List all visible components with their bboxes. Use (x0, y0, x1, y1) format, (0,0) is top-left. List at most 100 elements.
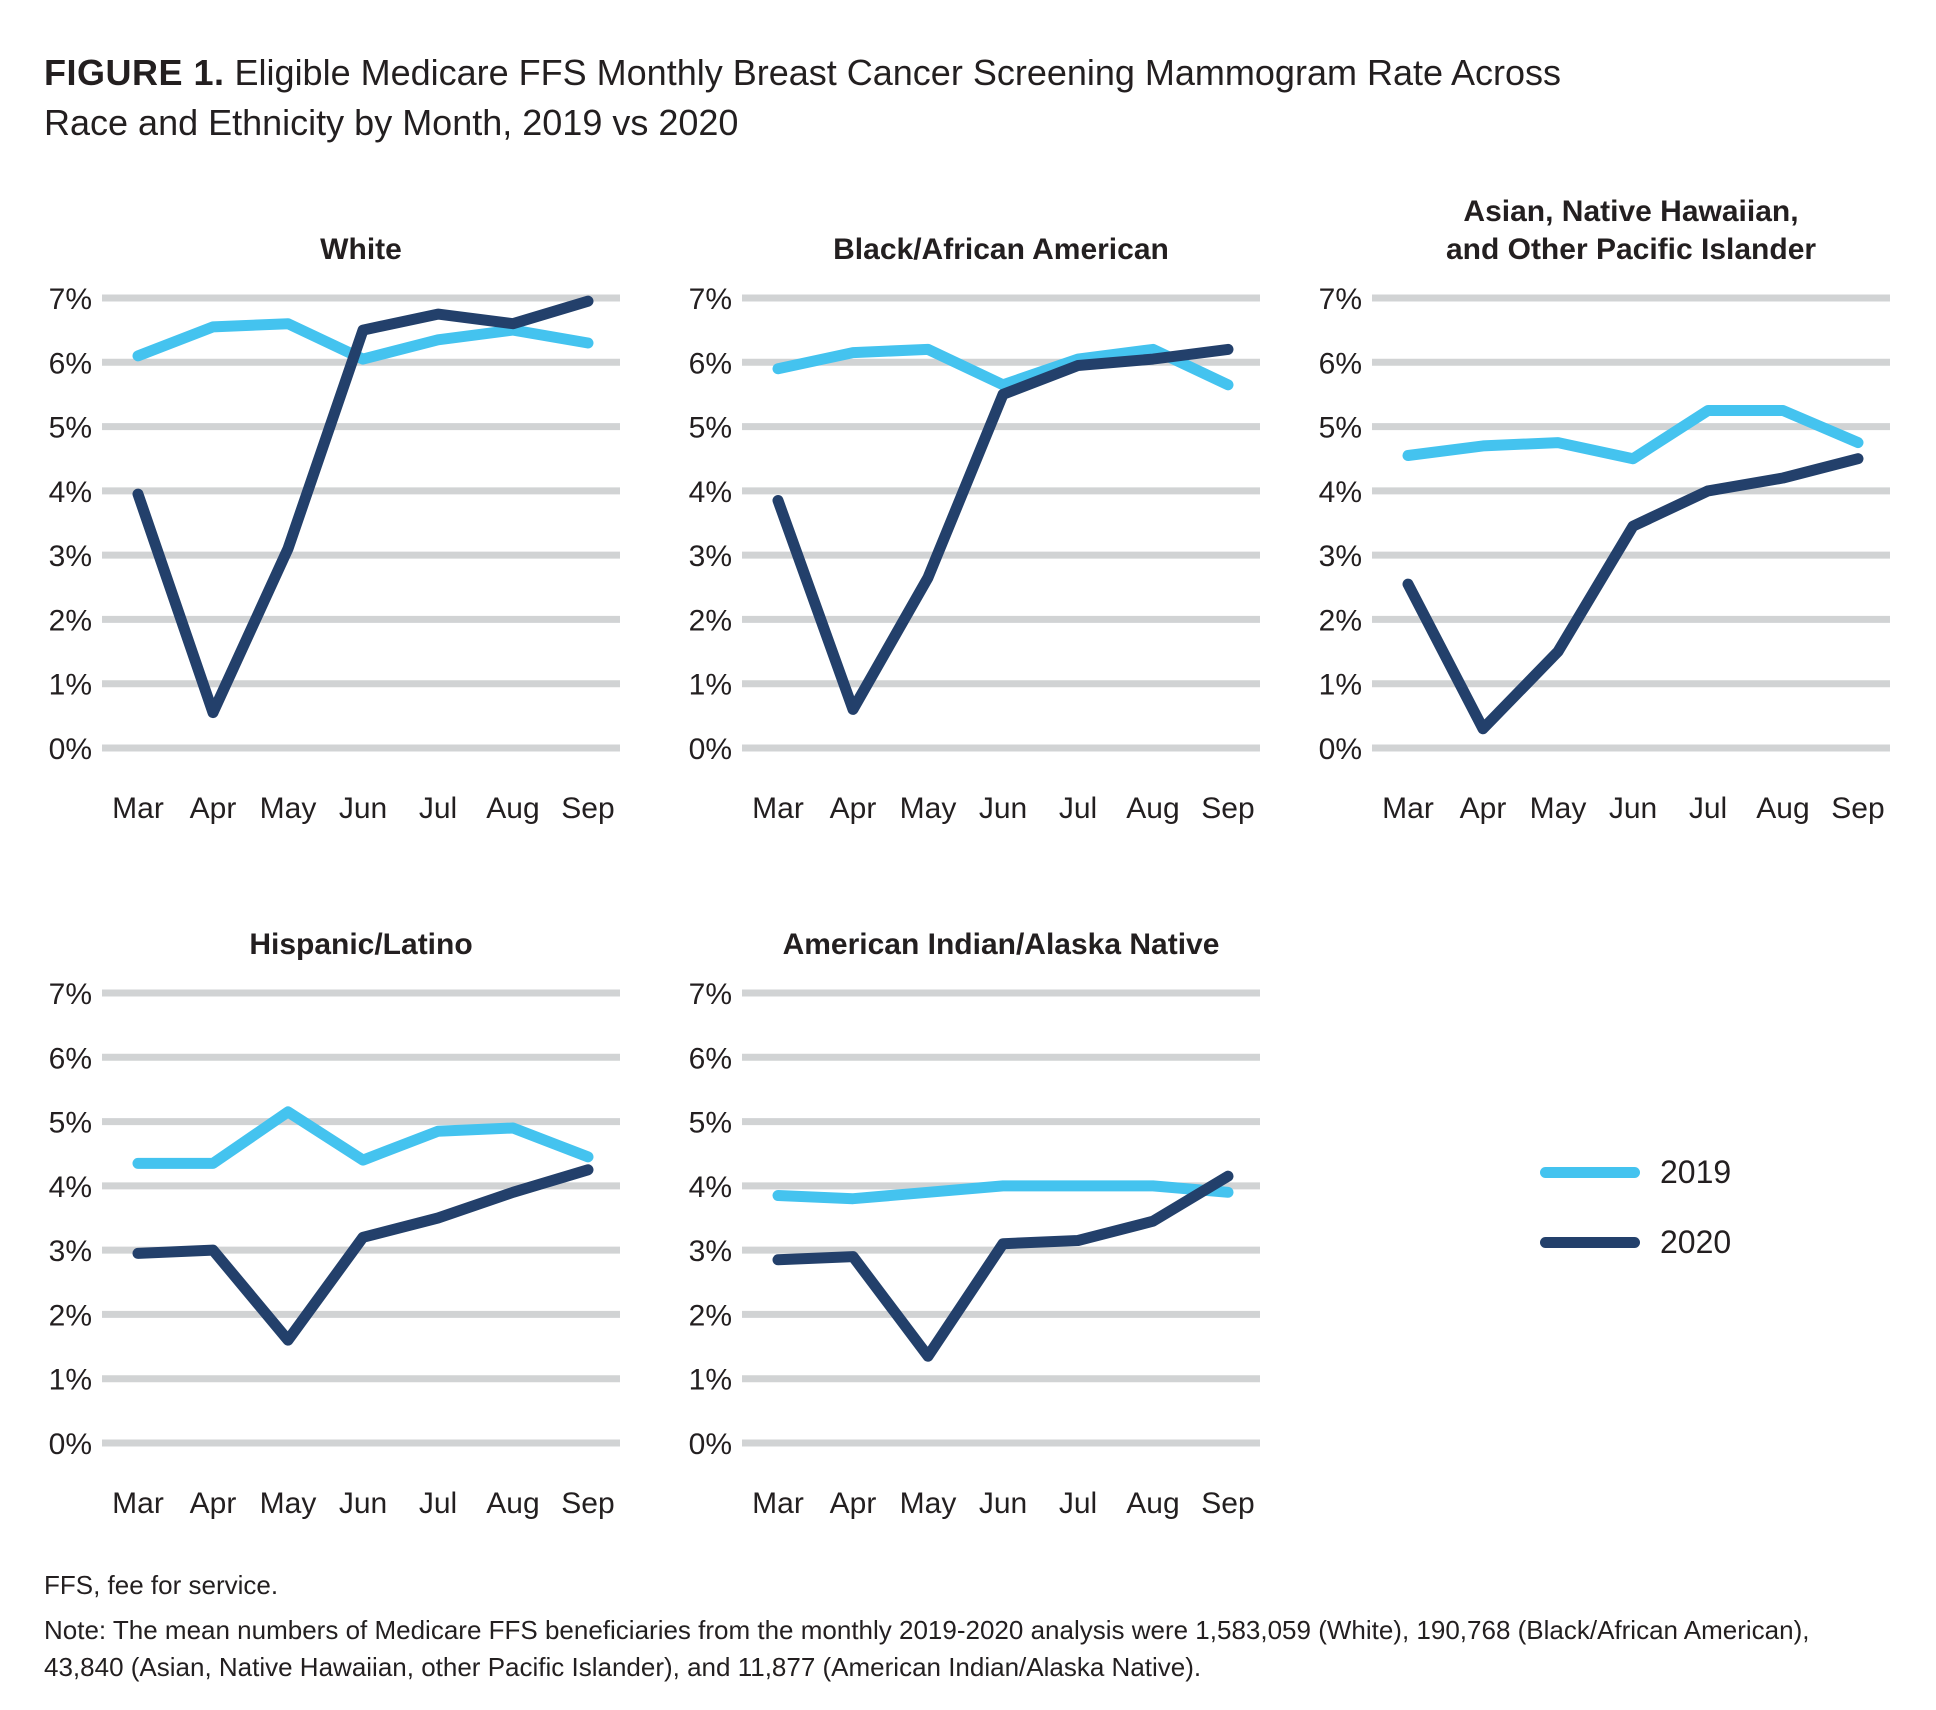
svg-text:Mar: Mar (112, 792, 164, 825)
x-axis-labels: Mar Apr May Jun Jul Aug Sep (752, 792, 1255, 825)
svg-text:2%: 2% (1319, 604, 1362, 637)
svg-text:Aug: Aug (486, 792, 539, 825)
chart-american-indian-alaska-native: American Indian/Alaska Native 0% 1% 2% 3% 4%… (680, 885, 1276, 1538)
chart-white-title: White (320, 232, 402, 266)
svg-text:5%: 5% (49, 1107, 92, 1140)
legend-2020-label: 2020 (1660, 1223, 1732, 1260)
svg-text:6%: 6% (1319, 347, 1362, 380)
svg-text:Mar: Mar (752, 792, 804, 825)
data-series (772, 343, 1234, 715)
svg-text:5%: 5% (1319, 412, 1362, 445)
svg-text:Mar: Mar (112, 1487, 164, 1520)
x-axis-labels: Mar Apr May Jun Jul Aug Sep (112, 792, 615, 825)
line-chart-svg: 0% 1% 2% 3% 4% 5% 6% 7% Mar Apr May Jun Jul Aug Sep (689, 978, 1260, 1520)
series-2020-line (1402, 453, 1864, 735)
series-2019-line (132, 318, 594, 365)
chart-black-african-american: Black/African American 0% 1% 2% 3% 4% 5% 6% 7% M… (680, 190, 1276, 843)
svg-text:3%: 3% (1319, 540, 1362, 573)
legend-2020-line-swatch (1540, 1236, 1640, 1248)
svg-text:1%: 1% (49, 669, 92, 702)
y-axis-labels: 0% 1% 2% 3% 4% 5% 6% 7% (689, 978, 732, 1461)
svg-text:Sep: Sep (561, 1487, 614, 1520)
line-chart-svg: 0% 1% 2% 3% 4% 5% 6% 7% Mar Apr May Jun Jul Aug Sep (1319, 283, 1890, 825)
y-axis-labels: 0% 1% 2% 3% 4% 5% 6% 7% (689, 283, 732, 766)
x-axis-labels: Mar Apr May Jun Jul Aug Sep (112, 1487, 615, 1520)
svg-text:2%: 2% (49, 604, 92, 637)
series-2020-line (772, 1170, 1234, 1362)
svg-text:Mar: Mar (752, 1487, 804, 1520)
y-axis-labels: 0% 1% 2% 3% 4% 5% 6% 7% (1319, 283, 1362, 766)
svg-text:Jun: Jun (339, 1487, 387, 1520)
svg-text:6%: 6% (689, 1042, 732, 1075)
y-axis-labels: 0% 1% 2% 3% 4% 5% 6% 7% (49, 978, 92, 1461)
series-2020-line (772, 343, 1234, 715)
chart-american-indian-alaska-native-title: American Indian/Alaska Native (782, 927, 1220, 961)
svg-text:May: May (1530, 792, 1587, 825)
legend-item-2020: 2020 (1540, 1220, 1731, 1264)
svg-text:May: May (900, 792, 957, 825)
svg-text:5%: 5% (689, 412, 732, 445)
svg-text:6%: 6% (689, 347, 732, 380)
gridlines (742, 294, 1260, 752)
chart-asian-nhopi-plot: 0% 1% 2% 3% 4% 5% 6% 7% Mar Apr May Jun Jul Aug Sep (1310, 278, 1906, 843)
svg-text:4%: 4% (689, 1171, 732, 1204)
svg-text:0%: 0% (689, 1428, 732, 1461)
line-chart-svg: 0% 1% 2% 3% 4% 5% 6% 7% Mar Apr May Jun Jul Aug Sep (689, 283, 1260, 825)
svg-text:7%: 7% (689, 978, 732, 1011)
svg-text:4%: 4% (49, 476, 92, 509)
svg-text:4%: 4% (49, 1171, 92, 1204)
footnote-abbreviation: FFS, fee for service. (44, 1570, 279, 1600)
chart-hispanic-latino: Hispanic/Latino 0% 1% 2% 3% 4% 5% 6% 7% Mar Apr Ma… (40, 885, 636, 1538)
svg-text:7%: 7% (49, 283, 92, 316)
svg-text:Jul: Jul (419, 1487, 457, 1520)
series-2020-line (132, 1164, 594, 1346)
svg-text:Jun: Jun (1609, 792, 1657, 825)
svg-text:May: May (260, 1487, 317, 1520)
svg-text:May: May (900, 1487, 957, 1520)
svg-text:Jun: Jun (979, 792, 1027, 825)
svg-text:7%: 7% (49, 978, 92, 1011)
svg-text:3%: 3% (49, 1235, 92, 1268)
svg-text:Apr: Apr (1460, 792, 1507, 825)
svg-text:0%: 0% (1319, 733, 1362, 766)
gridlines (102, 294, 620, 752)
svg-text:Aug: Aug (486, 1487, 539, 1520)
svg-text:3%: 3% (689, 1235, 732, 1268)
svg-text:5%: 5% (689, 1107, 732, 1140)
chart-hispanic-latino-plot: 0% 1% 2% 3% 4% 5% 6% 7% Mar Apr May Jun Jul Aug Sep (40, 973, 636, 1538)
svg-text:2%: 2% (49, 1299, 92, 1332)
legend-2019-label: 2019 (1660, 1153, 1732, 1190)
figure-title: FIGURE 1. Eligible Medicare FFS Monthly … (44, 48, 1624, 147)
footnote-note: Note: The mean numbers of Medicare FFS b… (44, 1615, 1810, 1682)
figure-title-text: Eligible Medicare FFS Monthly Breast Can… (44, 52, 1562, 143)
y-axis-labels: 0% 1% 2% 3% 4% 5% 6% 7% (49, 283, 92, 766)
svg-text:3%: 3% (689, 540, 732, 573)
line-chart-svg: 0% 1% 2% 3% 4% 5% 6% 7% Mar Apr May Jun Jul Aug Sep (49, 978, 620, 1520)
legend-2019-line-swatch (1540, 1166, 1640, 1178)
svg-text:5%: 5% (49, 412, 92, 445)
x-axis-labels: Mar Apr May Jun Jul Aug Sep (1382, 792, 1885, 825)
data-series (1402, 405, 1864, 735)
svg-text:1%: 1% (689, 1364, 732, 1397)
svg-text:Sep: Sep (1201, 1487, 1254, 1520)
chart-white-plot: 0% 1% 2% 3% 4% 5% 6% 7% Mar Apr May Jun Jul Aug Sep (40, 278, 636, 843)
svg-text:Jul: Jul (419, 792, 457, 825)
data-series (772, 1170, 1234, 1362)
svg-text:Jun: Jun (979, 1487, 1027, 1520)
legend: 2019 2020 (1540, 1150, 1731, 1290)
chart-asian-nhopi: Asian, Native Hawaiian, and Other Pacifi… (1310, 190, 1906, 843)
svg-text:Apr: Apr (190, 1487, 237, 1520)
svg-text:3%: 3% (49, 540, 92, 573)
gridlines (102, 989, 620, 1447)
svg-text:1%: 1% (1319, 669, 1362, 702)
svg-text:7%: 7% (689, 283, 732, 316)
chart-white: White 0% 1% 2% 3% 4% 5% 6% 7% Mar Apr May Jun Jul Aug… (40, 190, 636, 843)
chart-black-african-american-plot: 0% 1% 2% 3% 4% 5% 6% 7% Mar Apr May Jun Jul Aug Sep (680, 278, 1276, 843)
chart-black-african-american-title: Black/African American (833, 232, 1169, 266)
svg-text:Aug: Aug (1126, 1487, 1179, 1520)
svg-text:Aug: Aug (1756, 792, 1809, 825)
svg-text:Sep: Sep (561, 792, 614, 825)
chart-asian-nhopi-title: Asian, Native Hawaiian, and Other Pacifi… (1445, 195, 1817, 266)
svg-text:6%: 6% (49, 347, 92, 380)
